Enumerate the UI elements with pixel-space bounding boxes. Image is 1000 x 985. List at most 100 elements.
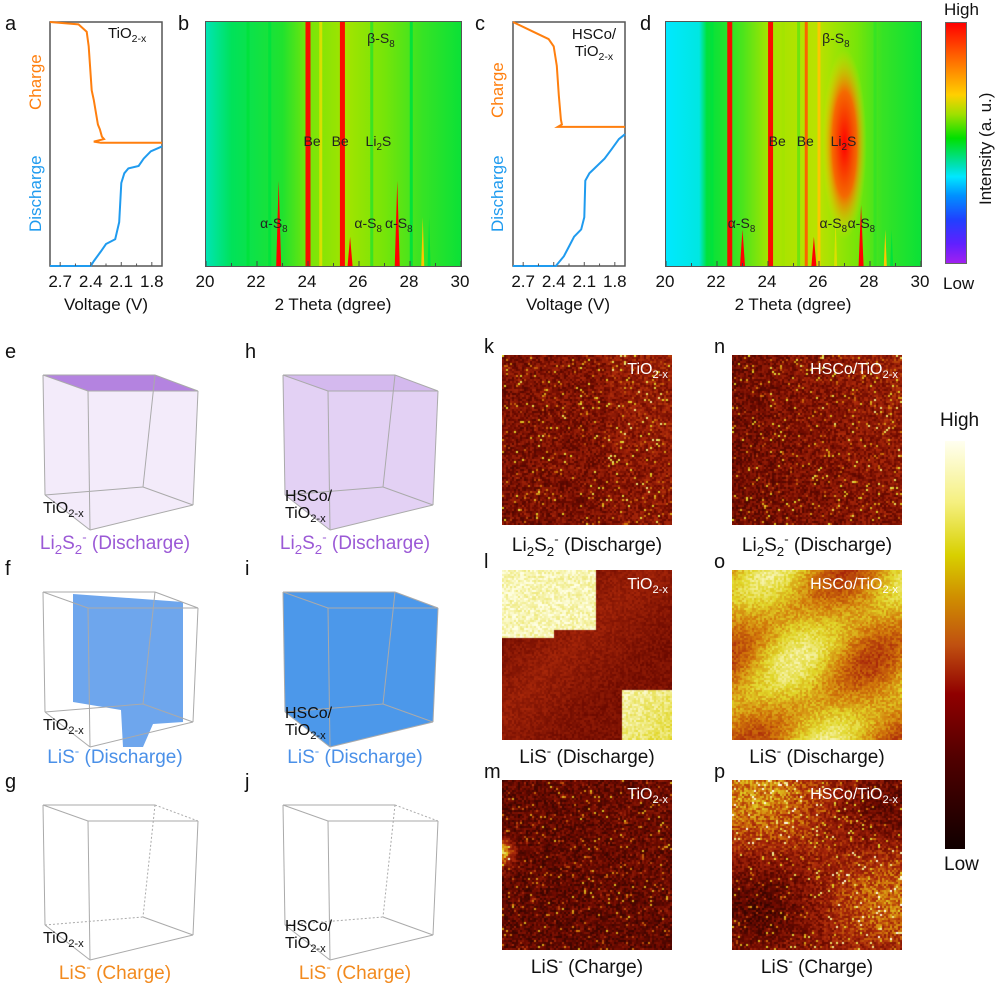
cube-edge <box>89 504 194 531</box>
x-tick-label: 2.4 <box>541 272 566 291</box>
map-colorbar-high-label: High <box>940 410 980 431</box>
cube-edge <box>142 591 156 705</box>
cube-edge <box>42 591 46 713</box>
cube-volume <box>43 375 198 530</box>
diffraction-peak <box>394 180 400 266</box>
x-tick-label: 2.1 <box>572 272 597 291</box>
panel-label-h: h <box>245 341 257 363</box>
panel-label-i: i <box>245 558 250 580</box>
peak-annotation: Be <box>768 133 786 149</box>
map-material-label: TiO2-x <box>627 361 668 382</box>
panel-label-g: g <box>5 771 17 793</box>
tof-sims-map-n <box>732 355 902 525</box>
cube-edge <box>142 804 156 918</box>
charge-axis-label-c: Charge <box>488 62 507 118</box>
x-tick-label: 20 <box>195 272 215 291</box>
voltage-plot-c <box>512 21 626 267</box>
cube-top-layer <box>283 375 438 391</box>
cube-material-label: TiO2-x <box>43 500 84 521</box>
diffraction-line <box>797 22 801 266</box>
x-tick-label: 28 <box>399 272 419 291</box>
map-colorbar-low-label: Low <box>944 854 979 875</box>
panel-label-p: p <box>714 761 726 783</box>
panel-label-m: m <box>484 761 501 783</box>
cube-edge <box>394 804 439 822</box>
x-axis-title-d: 2 Theta (dgree) <box>734 295 852 314</box>
peak-annotation: α-S8 <box>847 215 876 235</box>
map-material-label: TiO2-x <box>627 786 668 807</box>
3d-cube-e <box>42 374 199 531</box>
panel-label-k: k <box>484 336 494 358</box>
xrd-heatmap-d <box>665 21 922 267</box>
cube-volume <box>283 375 438 530</box>
cube-edge <box>282 591 329 609</box>
panel-label-b: b <box>178 13 190 35</box>
cube-edge <box>329 934 434 961</box>
cube-caption: LiS- (Charge) <box>298 959 412 984</box>
diffraction-line <box>817 22 821 266</box>
cube-edge <box>44 486 144 496</box>
cube-edge <box>142 703 194 723</box>
cube-edge <box>42 804 46 926</box>
li2s-hotspot <box>822 49 867 239</box>
diffraction-peak <box>883 229 887 266</box>
cube-edge <box>44 711 91 748</box>
diffraction-line <box>781 22 785 266</box>
diffraction-line <box>409 22 413 266</box>
tof-sims-map-p <box>732 780 902 950</box>
3d-cube-g <box>42 804 199 961</box>
discharge-curve <box>513 133 626 267</box>
cube-edge <box>284 916 384 926</box>
cube-caption: Li2S2- (Discharge) <box>39 529 191 557</box>
diffraction-line <box>768 22 774 266</box>
x-tick-label: 30 <box>910 272 930 291</box>
cube-material-label: HSCo/TiO2-x <box>285 488 333 526</box>
cube-edge <box>284 924 331 961</box>
peak-annotation: Li2S <box>365 133 392 153</box>
cube-edge <box>284 494 331 531</box>
x-tick-label: 22 <box>706 272 726 291</box>
diffraction-peak <box>890 229 894 266</box>
cube-edge <box>394 374 439 392</box>
cube-edge <box>394 591 439 609</box>
cube-edge <box>282 591 286 713</box>
peak-annotation: Be <box>796 133 814 149</box>
diffraction-peak <box>347 236 353 266</box>
cube-edge <box>282 374 286 496</box>
peak-annotation: β-S8 <box>367 30 395 50</box>
tof-sims-map-o <box>732 570 902 740</box>
map-material-label: HSCo/TiO2-x <box>810 361 898 382</box>
map-caption: LiS- (Discharge) <box>749 743 885 768</box>
panel-label-c: c <box>475 13 485 35</box>
panel-label-e: e <box>5 341 17 363</box>
colorbar-high-label: High <box>944 0 979 19</box>
cube-edge <box>432 607 439 723</box>
colorbar-title: Intensity (a. u.) <box>976 92 995 205</box>
peak-annotation: α-S8 <box>260 215 288 235</box>
cube-edge <box>329 721 434 748</box>
cube-edge <box>154 591 199 609</box>
cube-edge <box>192 820 199 936</box>
charge-curve <box>512 21 625 128</box>
x-tick-label: 24 <box>757 272 777 291</box>
panel-label-l: l <box>484 551 489 573</box>
panel-label-f: f <box>5 558 11 580</box>
diffraction-line <box>305 22 311 266</box>
cube-edge <box>282 804 329 822</box>
3d-cube-f <box>42 591 199 748</box>
cube-edge <box>432 390 439 506</box>
intensity-colorbar <box>945 22 967 264</box>
peak-annotation: α-S8 <box>727 215 756 235</box>
map-material-label: HSCo/TiO2-x <box>810 576 898 597</box>
diffraction-peak <box>740 229 745 266</box>
cube-edge <box>327 820 331 961</box>
diffraction-peak <box>276 180 282 266</box>
diffraction-peak <box>421 217 425 266</box>
x-tick-label: 30 <box>450 272 470 291</box>
cube-edge <box>284 486 384 496</box>
map-caption: Li2S2- (Discharge) <box>511 531 663 559</box>
diffraction-line <box>804 22 808 266</box>
panel-label-a: a <box>5 13 17 35</box>
heatmap-background <box>666 22 921 266</box>
cube-edge <box>44 924 91 961</box>
